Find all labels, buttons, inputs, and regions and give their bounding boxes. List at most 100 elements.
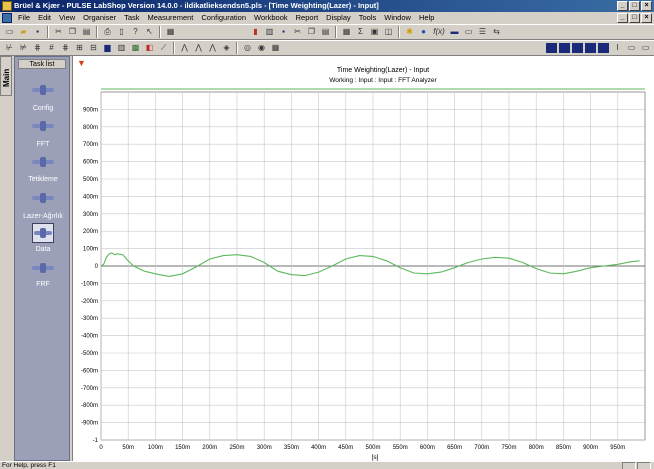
print-preview-icon[interactable]: ▯ [119,27,124,36]
help-pointer-icon[interactable]: ↖ [146,27,153,36]
menu-file[interactable]: File [18,13,31,22]
menu-task[interactable]: Task [124,13,140,22]
copy2-icon[interactable]: ❐ [307,27,316,36]
target-icon[interactable]: ◎ [244,43,251,52]
frame2-icon[interactable]: ▭ [641,43,650,52]
cursor4-icon[interactable]: # [49,43,54,52]
x-tick-label: 300m [257,445,272,451]
line-icon[interactable]: ⟋ [160,43,167,52]
frame-icon[interactable]: ▭ [627,43,636,52]
print-icon[interactable]: ⎙ [104,27,111,36]
close-button[interactable]: × [641,1,652,11]
save-disk-icon[interactable]: ▪ [282,27,285,36]
display-icon[interactable]: ▣ [370,27,379,36]
task-item-fft-icon[interactable] [15,121,71,131]
menu-workbook[interactable]: Workbook [254,13,288,22]
dot-icon[interactable]: ● [421,27,426,36]
task-item-data-icon[interactable] [15,223,71,243]
new-icon[interactable]: ▭ [5,27,14,36]
menu-view[interactable]: View [59,13,76,22]
menu-organiser[interactable]: Organiser [83,13,117,22]
menu-window[interactable]: Window [384,13,411,22]
cursor3-icon[interactable]: ⋕ [34,43,41,52]
window-icon[interactable]: ▭ [464,27,473,36]
task-item-frf[interactable]: FRF [15,279,71,288]
chart-icon[interactable]: ▆ [104,43,111,52]
color-icon[interactable]: ◧ [145,43,154,52]
minimize-button[interactable]: _ [617,1,628,11]
maximize-button[interactable]: □ [629,1,640,11]
cursor-i-icon[interactable]: I [616,43,619,52]
menu-report[interactable]: Report [295,13,319,22]
display-toolbar: ⊬ ⊭ ⋕ # ⋕ ⊞ ⊟ ▆ ▥ ▩ ◧ ⟋ ⋀ ⋀ ⋀ ◈ ◎ ◉ ▦ I … [0,40,654,56]
task-item-fft[interactable]: FFT [15,139,71,148]
grid2-icon[interactable]: ▦ [271,43,280,52]
menu-edit[interactable]: Edit [38,13,52,22]
menu-measurement[interactable]: Measurement [147,13,194,22]
task-icon [32,121,54,131]
monitor-icon[interactable]: ▬ [450,27,459,36]
arrows-icon[interactable]: ⇆ [493,27,500,36]
menu-help[interactable]: Help [418,13,435,22]
zoom-icon[interactable]: ◈ [223,43,230,52]
camera-icon[interactable]: ◉ [258,43,265,52]
mdi-minimize-button[interactable]: _ [617,13,628,23]
tab-main[interactable]: Main [0,56,12,96]
layout-single-icon[interactable] [546,43,557,53]
task-item-config[interactable]: Config [15,103,71,112]
task-list-header[interactable]: Task list [18,59,66,69]
open-icon[interactable]: ▰ [20,27,27,36]
mdi-restore-button[interactable]: □ [629,13,640,23]
layout-split-icon[interactable] [559,43,570,53]
help-icon[interactable]: ? [133,27,138,36]
x-tick-label: 400m [311,445,326,451]
list-icon[interactable]: ▥ [265,27,274,36]
peak2-icon[interactable]: ⋀ [195,43,202,52]
layout-icon[interactable]: ◫ [384,27,393,36]
task-item-icon-top[interactable] [15,85,71,95]
grid-icon[interactable]: ▦ [166,27,175,36]
bars-icon[interactable]: ☰ [478,27,487,36]
chart-title: Time Weighting(Lazer) - Input [337,67,429,74]
cursor1-icon[interactable]: ⊬ [6,43,13,52]
star-icon[interactable]: ✱ [406,27,413,36]
fx-icon[interactable]: f(x) [433,27,445,36]
cut-icon[interactable]: ✂ [55,27,62,36]
menu-display[interactable]: Display [326,13,351,22]
paste2-icon[interactable]: ▤ [321,27,330,36]
menu-configuration[interactable]: Configuration [201,13,246,22]
task-item-lazer-agirlik[interactable]: Lazer-Ağırlık [15,211,71,220]
peak3-icon[interactable]: ⋀ [209,43,216,52]
chart-window[interactable]: ▼ Time Weighting(Lazer) - Input Working … [72,56,654,461]
filter-icon[interactable]: ▼ [77,58,86,68]
book-icon[interactable]: ▮ [253,27,258,36]
save-icon[interactable]: ▪ [36,27,39,36]
cursor5-icon[interactable]: ⋕ [62,43,69,52]
layout-triple-icon[interactable] [572,43,583,53]
title-bar[interactable]: Brüel & Kjær - PULSE LabShop Version 14.… [0,0,654,12]
img-icon[interactable]: ▩ [131,43,140,52]
table-icon[interactable]: ▦ [342,27,351,36]
task-item-data[interactable]: Data [15,244,71,253]
mdi-close-button[interactable]: × [641,13,652,23]
cursor2-icon[interactable]: ⊭ [20,43,27,52]
sigma-icon[interactable]: Σ [358,27,363,36]
task-label-tetikleme: Tetikleme [28,176,58,183]
task-item-frf-icon[interactable] [15,263,71,273]
x-tick-label: 500m [365,445,380,451]
copy-icon[interactable]: ❐ [68,27,77,36]
cursor7-icon[interactable]: ⊟ [90,43,97,52]
layout-overlay-icon[interactable] [598,43,609,53]
cursor6-icon[interactable]: ⊞ [76,43,83,52]
document-icon[interactable] [2,13,12,23]
menu-tools[interactable]: Tools [358,13,377,22]
cut2-icon[interactable]: ✂ [294,27,301,36]
layout-quad-icon[interactable] [585,43,596,53]
time-weighting-chart[interactable]: Time Weighting(Lazer) - Input Working : … [73,56,654,461]
task-item-tetikleme[interactable]: Tetikleme [15,174,71,183]
task-item-tetikleme-icon[interactable] [15,157,71,167]
table2-icon[interactable]: ▥ [117,43,126,52]
task-item-lazer-icon[interactable] [15,193,71,203]
peak-icon[interactable]: ⋀ [181,43,188,52]
paste-icon[interactable]: ▤ [82,27,91,36]
